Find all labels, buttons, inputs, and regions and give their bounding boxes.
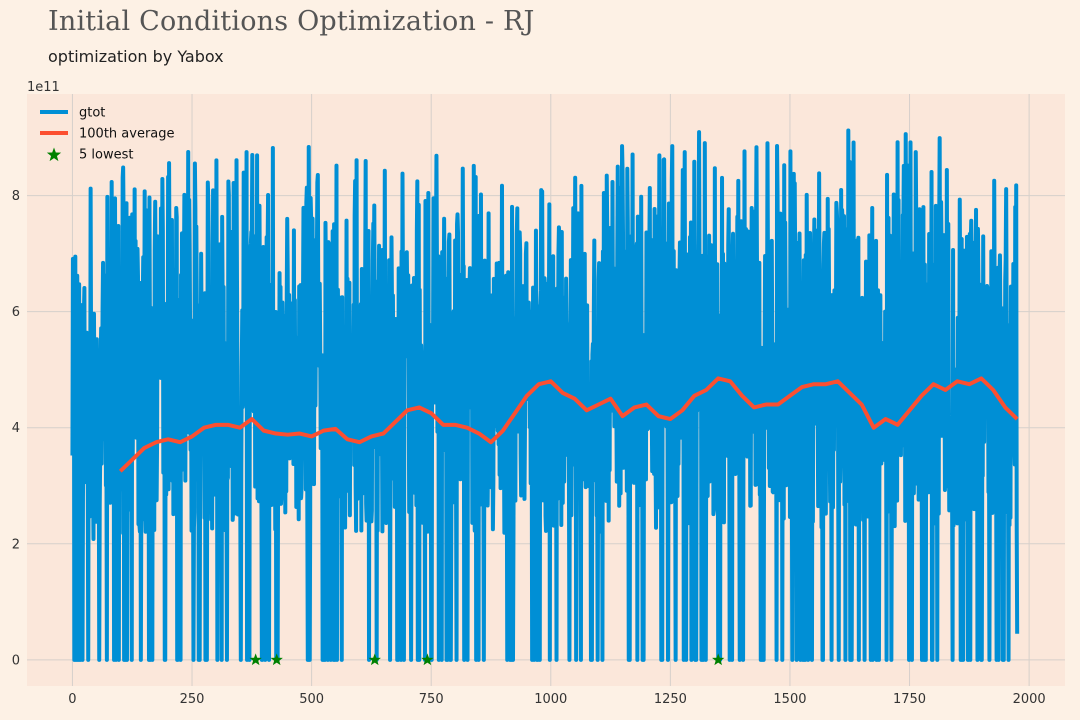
series-100th-average [118, 376, 1019, 473]
y-tick-label: 6 [12, 305, 20, 320]
x-tick-label: 1500 [773, 692, 806, 707]
x-tick-label: 250 [180, 692, 205, 707]
y-axis-ticks: 0 2 4 6 8 [12, 189, 20, 668]
legend-entry-label: 5 lowest [79, 148, 133, 163]
lowest-point-star [270, 653, 283, 666]
x-tick-label: 1000 [534, 692, 567, 707]
average-line [118, 376, 1019, 473]
x-tick-label: 500 [299, 692, 324, 707]
legend-swatch [46, 147, 62, 162]
series-5-lowest [249, 653, 725, 666]
gtot-line [70, 128, 1020, 662]
legend: gtot 100th average 5 lowest [40, 106, 175, 163]
lowest-point-star [368, 653, 381, 666]
y-offset-label: 1e11 [27, 80, 60, 95]
y-tick-label: 8 [12, 189, 20, 204]
lowest-point-star [421, 653, 434, 666]
y-tick-label: 0 [12, 653, 20, 668]
x-tick-label: 750 [419, 692, 444, 707]
lowest-point-star [249, 653, 262, 666]
x-tick-label: 0 [68, 692, 76, 707]
series-gtot [70, 128, 1020, 662]
chart-title: Initial Conditions Optimization - RJ [48, 6, 535, 37]
legend-entry-label: gtot [79, 106, 105, 121]
y-tick-label: 2 [12, 537, 20, 552]
lowest-point-star [712, 653, 725, 666]
x-axis-ticks: 0 250 500 750 1000 1250 1500 1750 2000 [68, 692, 1045, 707]
chart-subtitle: optimization by Yabox [48, 47, 224, 66]
x-tick-label: 2000 [1013, 692, 1046, 707]
x-tick-label: 1250 [654, 692, 687, 707]
y-tick-label: 4 [12, 421, 20, 436]
x-tick-label: 1750 [893, 692, 926, 707]
legend-entry-label: 100th average [79, 127, 175, 142]
